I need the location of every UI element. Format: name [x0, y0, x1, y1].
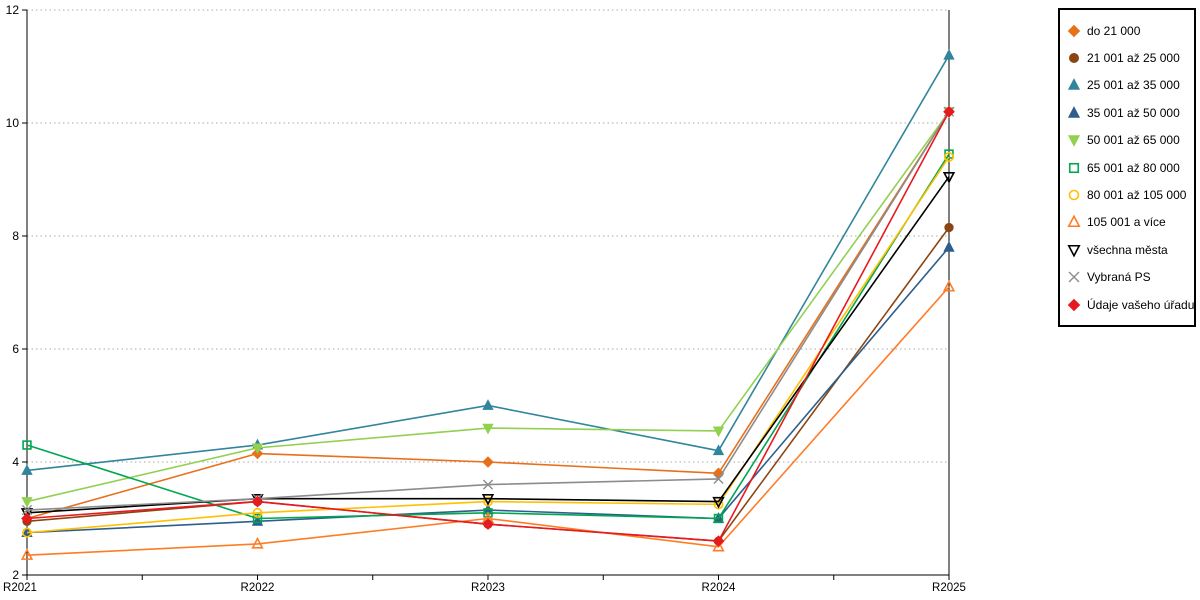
data-point-marker — [22, 527, 32, 538]
data-point-marker — [1068, 271, 1080, 283]
data-point-marker — [712, 496, 725, 509]
data-point-marker — [713, 473, 724, 485]
legend-item: všechna města — [1066, 236, 1188, 263]
data-point-marker — [252, 513, 263, 524]
legend-item: 21 001 až 25 000 — [1066, 44, 1188, 71]
triangle-up-legend-icon — [1067, 78, 1081, 91]
data-point-marker — [1067, 214, 1081, 228]
y-tick-label: 4 — [12, 455, 19, 469]
legend-item-label: 21 001 až 25 000 — [1087, 51, 1180, 66]
legend-item: 65 001 až 80 000 — [1066, 154, 1188, 181]
data-point-marker — [713, 513, 724, 524]
data-point-marker — [21, 497, 33, 508]
data-point-marker — [482, 423, 494, 435]
x-tick-label: R2024 — [702, 582, 736, 594]
diamond-legend-icon — [1067, 298, 1081, 311]
data-point-marker — [482, 399, 494, 410]
data-point-marker — [1067, 78, 1081, 91]
data-point-marker — [1068, 189, 1080, 201]
legend-item: 80 001 až 105 000 — [1066, 181, 1188, 208]
legend-item-label: 105 001 a více — [1087, 215, 1166, 230]
circle-legend-icon — [1069, 53, 1079, 64]
legend-item: Údaje vašeho úřadu — [1066, 291, 1194, 318]
data-point-marker — [481, 494, 495, 506]
legend-item: Vybraná PS — [1066, 264, 1188, 291]
x-tick-label: R2022 — [241, 582, 275, 594]
data-point-marker — [944, 222, 954, 233]
data-point-marker — [942, 171, 956, 184]
data-point-marker — [943, 105, 955, 118]
data-point-marker — [21, 504, 33, 516]
data-point-marker — [21, 464, 33, 475]
legend-item: 35 001 až 50 000 — [1066, 99, 1188, 126]
data-point-marker — [251, 495, 264, 508]
data-point-marker — [22, 440, 32, 450]
data-point-marker — [1067, 298, 1081, 311]
y-tick-label: 12 — [6, 3, 20, 17]
y-tick-label: 6 — [12, 342, 19, 356]
x-tick-label: R2021 — [3, 582, 37, 594]
data-point-marker — [712, 426, 725, 438]
diamond-legend-icon — [1067, 24, 1081, 37]
legend-item-label: 65 001 až 80 000 — [1087, 160, 1180, 175]
y-tick-label: 8 — [12, 229, 19, 243]
x-legend-icon — [1068, 271, 1080, 283]
data-point-marker — [1069, 53, 1079, 64]
data-point-marker — [1068, 162, 1080, 173]
legend-item-label: 80 001 až 105 000 — [1087, 188, 1187, 203]
legend-item-label: Údaje vašeho úřadu — [1087, 297, 1195, 312]
data-point-marker — [482, 518, 494, 530]
data-point-marker — [1067, 135, 1081, 148]
data-point-marker — [252, 507, 263, 518]
legend-item-label: Vybraná PS — [1087, 270, 1151, 285]
data-point-marker — [1067, 244, 1081, 258]
data-point-marker — [20, 548, 34, 560]
triangle-down-legend-icon — [1067, 244, 1081, 258]
x-tick-label: R2025 — [932, 582, 966, 594]
triangle-down-legend-icon — [1067, 135, 1081, 148]
triangle-up-legend-icon — [1067, 106, 1081, 118]
circle-legend-icon — [1068, 189, 1080, 201]
data-point-marker — [1067, 24, 1081, 37]
legend-item: 105 001 a více — [1066, 209, 1188, 236]
data-point-marker — [20, 508, 34, 520]
data-point-marker — [944, 151, 954, 162]
legend-item: 25 001 až 35 000 — [1066, 72, 1188, 99]
y-tick-label: 10 — [6, 116, 20, 130]
data-point-marker — [483, 508, 493, 518]
data-point-marker — [251, 443, 264, 455]
legend-item: do 21 000 — [1066, 17, 1188, 44]
series-line-6 — [26, 156, 950, 534]
legend: do 21 000 21 001 až 25 000 25 001 až 35 00… — [1058, 8, 1196, 328]
x-tick-label: R2023 — [471, 582, 505, 594]
legend-item-label: 25 001 až 35 000 — [1087, 78, 1180, 93]
series-line-10 — [26, 111, 950, 542]
data-point-marker — [943, 240, 955, 252]
series-line-7 — [26, 286, 950, 557]
series-line-8 — [26, 176, 950, 514]
data-point-marker — [712, 535, 725, 547]
data-point-marker — [712, 539, 725, 552]
legend-item-label: 35 001 až 50 000 — [1087, 105, 1180, 120]
data-point-marker — [942, 279, 956, 292]
data-point-marker — [943, 48, 955, 60]
triangle-up-legend-icon — [1067, 214, 1081, 228]
legend-item: 50 001 až 65 000 — [1066, 127, 1188, 154]
legend-item-label: 50 001 až 65 000 — [1087, 133, 1180, 148]
data-point-marker — [712, 444, 725, 456]
data-point-marker — [251, 536, 264, 549]
data-point-marker — [482, 479, 494, 490]
data-point-marker — [21, 512, 33, 525]
legend-item-label: všechna města — [1087, 242, 1168, 257]
series-line-9 — [26, 111, 950, 511]
data-point-marker — [482, 456, 494, 468]
legend-item-label: do 21 000 — [1087, 23, 1141, 38]
y-tick-label: 2 — [12, 568, 19, 582]
data-point-marker — [1067, 106, 1081, 118]
square-legend-icon — [1068, 162, 1080, 173]
